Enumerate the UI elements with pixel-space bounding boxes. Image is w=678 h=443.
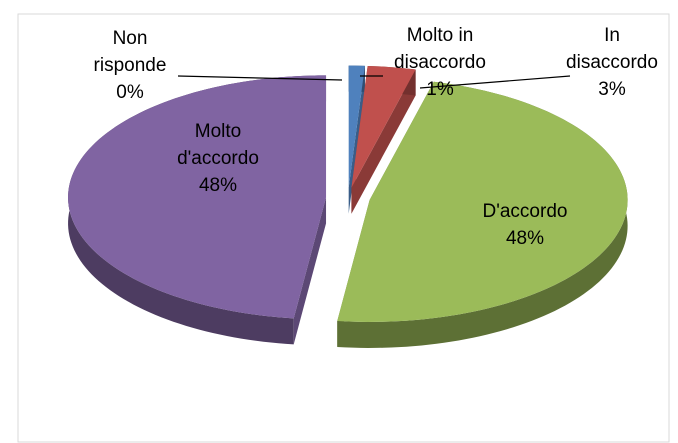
slice-label: Non risponde 0% — [85, 25, 175, 106]
slice-cut-face — [348, 65, 365, 214]
pie — [68, 65, 628, 348]
slice-cut-face — [351, 69, 416, 214]
slice-value: 0% — [116, 82, 144, 103]
slice-value: 3% — [598, 79, 626, 100]
slice — [68, 75, 327, 319]
leader-line — [177, 75, 343, 81]
slice-name: In disaccordo — [566, 25, 658, 73]
slice-label: In disaccordo 3% — [557, 22, 667, 103]
slice-name: D'accordo — [482, 201, 568, 222]
slice — [348, 65, 365, 188]
slice-name: Molto in disaccordo — [394, 25, 486, 73]
slice — [351, 65, 416, 188]
slice-value: 48% — [198, 175, 238, 196]
slice-cut-face — [293, 197, 327, 345]
leader-line — [419, 75, 571, 89]
slice-label: Molto in disaccordo 1% — [380, 22, 500, 103]
slice-value: 48% — [505, 228, 545, 249]
slice-value: 1% — [426, 79, 454, 100]
slice-label: Molto d'accordo 48% — [168, 118, 268, 199]
slice-label: D'accordo 48% — [460, 198, 590, 252]
slice-name: Non risponde — [93, 28, 167, 76]
slice — [337, 81, 628, 322]
pie-tops — [68, 65, 628, 322]
slice-name: Molto d'accordo — [177, 121, 259, 169]
